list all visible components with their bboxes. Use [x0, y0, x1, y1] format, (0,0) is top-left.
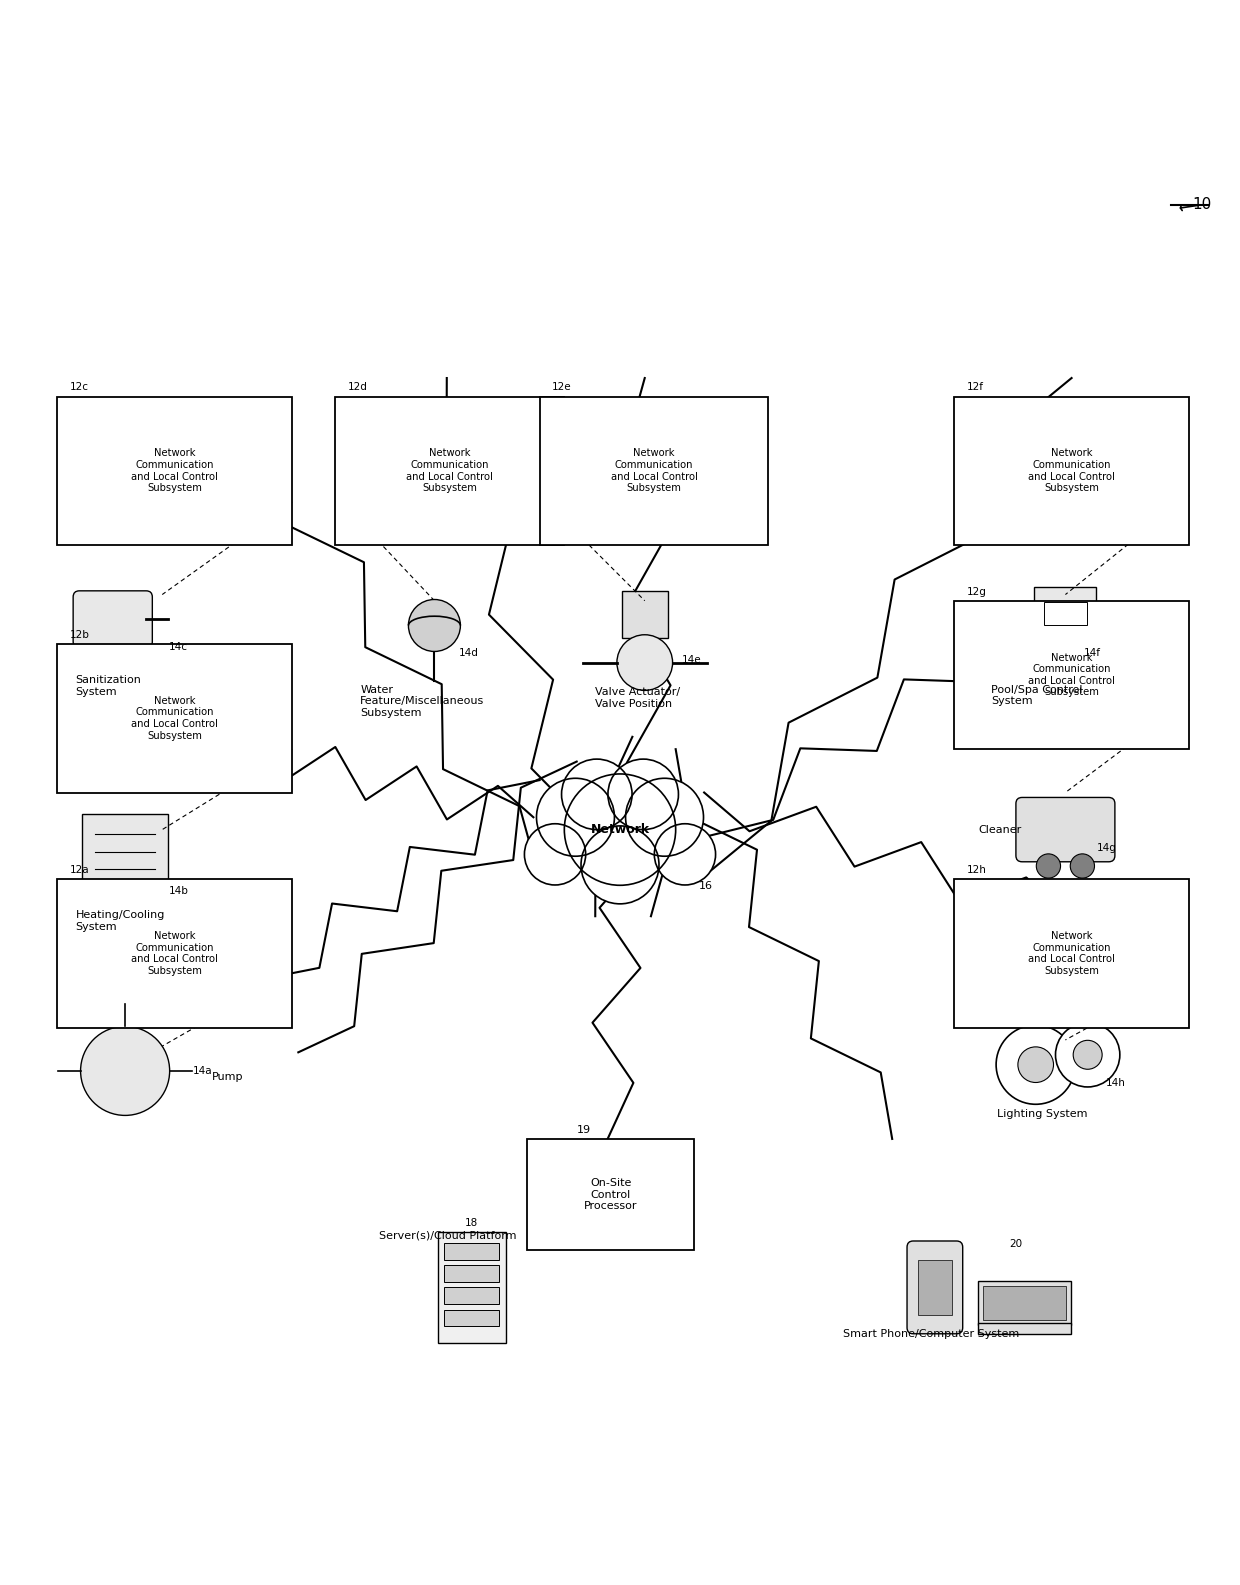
FancyBboxPatch shape [438, 1232, 506, 1342]
Circle shape [562, 759, 632, 829]
FancyBboxPatch shape [1044, 602, 1087, 626]
Circle shape [537, 778, 615, 856]
FancyBboxPatch shape [57, 644, 293, 792]
Circle shape [1073, 1040, 1102, 1070]
FancyBboxPatch shape [527, 1140, 694, 1251]
FancyBboxPatch shape [539, 396, 769, 545]
Text: Pool/Spa Control
System: Pool/Spa Control System [991, 685, 1083, 707]
Text: Network: Network [590, 823, 650, 837]
Circle shape [618, 634, 672, 691]
FancyBboxPatch shape [978, 1281, 1071, 1325]
FancyBboxPatch shape [954, 396, 1189, 545]
Text: 19: 19 [577, 1125, 590, 1135]
Text: Network
Communication
and Local Control
Subsystem: Network Communication and Local Control … [1028, 449, 1115, 493]
Text: 14c: 14c [169, 642, 187, 651]
Text: Server(s)/Cloud Platform: Server(s)/Cloud Platform [378, 1230, 516, 1241]
Text: Valve Actuator/
Valve Position: Valve Actuator/ Valve Position [595, 688, 681, 708]
Text: Network
Communication
and Local Control
Subsystem: Network Communication and Local Control … [1028, 653, 1115, 697]
Text: Network
Communication
and Local Control
Subsystem: Network Communication and Local Control … [131, 930, 218, 976]
FancyBboxPatch shape [444, 1287, 500, 1304]
FancyBboxPatch shape [1034, 586, 1096, 664]
Text: 14f: 14f [1084, 648, 1101, 658]
Text: Pump: Pump [212, 1071, 243, 1083]
Text: 10: 10 [1192, 197, 1211, 212]
FancyBboxPatch shape [978, 1322, 1071, 1335]
Circle shape [408, 599, 460, 651]
FancyBboxPatch shape [906, 1241, 962, 1335]
FancyBboxPatch shape [444, 1309, 500, 1327]
Text: 20: 20 [1009, 1239, 1023, 1249]
Text: Sanitization
System: Sanitization System [76, 675, 141, 696]
FancyBboxPatch shape [82, 813, 169, 883]
Circle shape [525, 824, 585, 884]
Text: On-Site
Control
Processor: On-Site Control Processor [584, 1178, 637, 1211]
FancyBboxPatch shape [73, 591, 153, 648]
Text: 14d: 14d [459, 648, 479, 658]
Text: 16: 16 [699, 881, 713, 891]
FancyBboxPatch shape [954, 880, 1189, 1027]
Text: 12a: 12a [69, 865, 89, 875]
Text: 12d: 12d [347, 382, 368, 393]
Text: Smart Phone/Computer System: Smart Phone/Computer System [843, 1328, 1019, 1339]
Text: 14b: 14b [169, 886, 188, 897]
FancyBboxPatch shape [954, 601, 1189, 750]
Circle shape [1018, 1046, 1054, 1083]
FancyBboxPatch shape [621, 591, 668, 637]
Circle shape [1037, 854, 1060, 878]
Text: Water
Feature/Miscellaneous
Subsystem: Water Feature/Miscellaneous Subsystem [360, 685, 485, 718]
Text: 14h: 14h [1106, 1078, 1126, 1089]
Text: 14e: 14e [682, 655, 702, 666]
FancyBboxPatch shape [918, 1260, 951, 1316]
Text: 12g: 12g [966, 586, 986, 596]
Text: Network
Communication
and Local Control
Subsystem: Network Communication and Local Control … [131, 696, 218, 740]
Text: Heating/Cooling
System: Heating/Cooling System [76, 910, 165, 932]
Circle shape [564, 773, 676, 886]
Text: Network
Communication
and Local Control
Subsystem: Network Communication and Local Control … [1028, 930, 1115, 976]
Text: 14g: 14g [1096, 843, 1116, 853]
FancyBboxPatch shape [983, 1285, 1066, 1320]
FancyBboxPatch shape [1016, 797, 1115, 862]
Circle shape [1070, 854, 1095, 878]
Text: Lighting System: Lighting System [997, 1110, 1087, 1119]
Text: Network
Communication
and Local Control
Subsystem: Network Communication and Local Control … [131, 449, 218, 493]
Text: 18: 18 [465, 1219, 479, 1228]
Text: Cleaner: Cleaner [978, 824, 1022, 835]
Text: 12h: 12h [966, 865, 986, 875]
Text: 12b: 12b [69, 629, 89, 640]
Circle shape [582, 826, 658, 903]
Circle shape [1055, 1022, 1120, 1087]
Text: 12c: 12c [69, 382, 88, 393]
FancyBboxPatch shape [57, 396, 293, 545]
FancyBboxPatch shape [57, 880, 293, 1027]
Text: Network
Communication
and Local Control
Subsystem: Network Communication and Local Control … [407, 449, 494, 493]
FancyBboxPatch shape [444, 1265, 500, 1282]
FancyBboxPatch shape [336, 396, 564, 545]
Text: Network
Communication
and Local Control
Subsystem: Network Communication and Local Control … [610, 449, 697, 493]
Circle shape [81, 1027, 170, 1116]
Circle shape [996, 1025, 1075, 1105]
Circle shape [655, 824, 715, 884]
Circle shape [625, 778, 703, 856]
Text: 12e: 12e [552, 382, 572, 393]
FancyBboxPatch shape [444, 1243, 500, 1260]
Text: 14a: 14a [193, 1065, 213, 1076]
Text: 12f: 12f [966, 382, 983, 393]
Circle shape [608, 759, 678, 829]
